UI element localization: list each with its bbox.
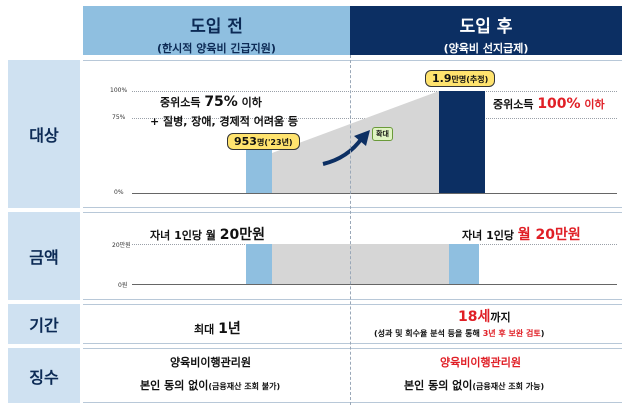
axis-label-20man: 20만원: [112, 242, 131, 249]
baseline-0won: [132, 284, 617, 285]
header-after-title: 도입 후: [459, 17, 513, 37]
axis-label-0: 0%: [114, 189, 124, 196]
row-label-target: 대상: [8, 60, 80, 208]
expand-label: 확대: [372, 127, 393, 141]
row-label-amount: 금액: [8, 212, 80, 300]
expand-arrow-icon: [322, 130, 370, 166]
badge-after-count: 1.9만명(추정): [425, 70, 496, 87]
header-before: 도입 전 (한시적 양육비 긴급지원): [83, 6, 350, 55]
before-period-text: 최대 1년: [194, 321, 241, 337]
after-amount-text: 자녀 1인당 월 20만원: [462, 227, 581, 243]
row-label-period: 기간: [8, 304, 80, 344]
after-consent-text: 본인 동의 없이(금융재산 조회 가능): [404, 379, 545, 392]
before-income-text: 중위소득 75% 이하: [160, 94, 262, 110]
after-period-note: (성과 및 회수율 분석 등을 통해 3년 후 보완 검토): [374, 329, 545, 338]
before-extra-text: + 질병, 장애, 경제적 어려움 등: [150, 115, 299, 128]
bar-after-amount: [449, 244, 479, 284]
after-agency: 양육비이행관리원: [440, 356, 521, 369]
axis-label-100: 100%: [110, 87, 128, 94]
axis-label-0won: 0원: [118, 282, 128, 289]
before-amount-text: 자녀 1인당 월 20만원: [150, 227, 265, 243]
badge-before-count: 953명('23년): [227, 133, 300, 150]
bar-before-amount: [246, 244, 272, 284]
baseline-0: [132, 193, 617, 194]
header-before-subtitle: (한시적 양육비 긴급지원): [157, 42, 276, 55]
gridline-100: [132, 91, 617, 92]
bar-before-target: [246, 147, 272, 193]
panel-period: [83, 304, 622, 344]
before-agency: 양육비이행관리원: [170, 356, 251, 369]
header-after: 도입 후 (양육비 선지급제): [350, 6, 622, 55]
after-period-text: 18세까지: [458, 309, 511, 325]
header-after-subtitle: (양육비 선지급제): [443, 42, 529, 55]
axis-label-75: 75%: [112, 114, 126, 121]
panel-collection: [83, 348, 622, 403]
before-consent-text: 본인 동의 없이(금융재산 조회 불가): [140, 379, 281, 392]
header-before-title: 도입 전: [190, 17, 243, 37]
bar-after-target: [439, 91, 485, 193]
row-label-collection: 징수: [8, 348, 80, 403]
amount-gray-area: [272, 244, 449, 284]
before-after-divider: [350, 55, 351, 405]
after-income-text: 중위소득 100% 이하: [493, 96, 605, 112]
expansion-area: [272, 91, 439, 193]
